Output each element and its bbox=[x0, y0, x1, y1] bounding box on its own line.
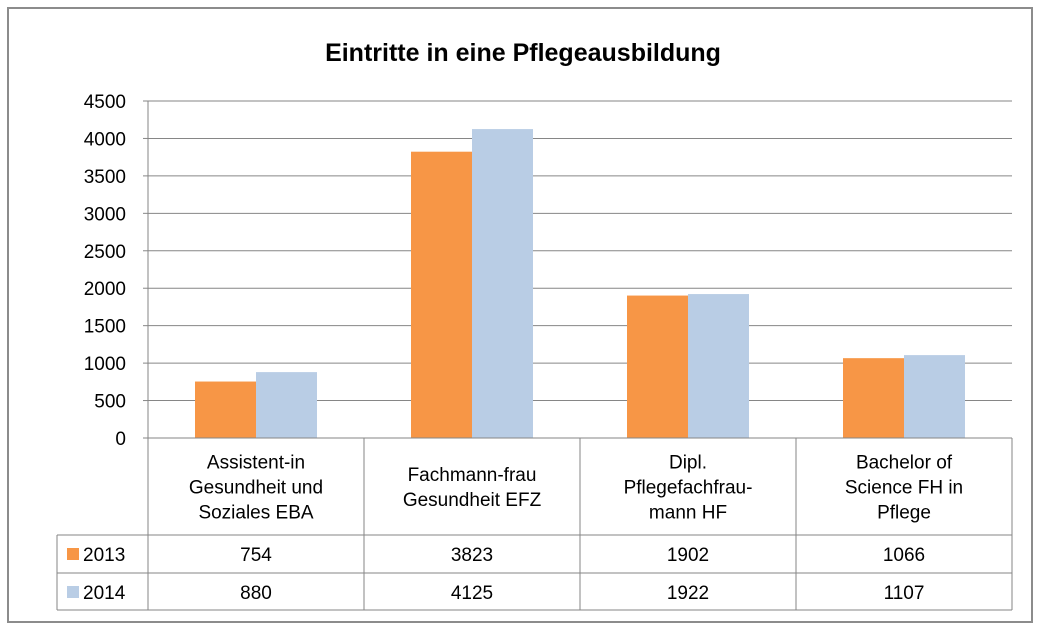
data-label: 1066 bbox=[883, 545, 925, 566]
bars bbox=[195, 129, 965, 439]
data-label: 1922 bbox=[667, 583, 709, 604]
y-tick-label: 3500 bbox=[84, 167, 126, 188]
data-label: 3823 bbox=[451, 545, 493, 566]
legend-key-2014 bbox=[67, 586, 79, 598]
y-tick-label: 0 bbox=[115, 429, 126, 450]
category-label: Assistent-in Gesundheit und Soziales EBA bbox=[189, 453, 323, 524]
legend-key-2013 bbox=[67, 548, 79, 560]
gridlines bbox=[148, 100, 1012, 402]
axes: 0 500 1000 1500 2000 2500 3000 3500 4000 4500 bbox=[84, 92, 149, 450]
y-tick-label: 4500 bbox=[84, 92, 126, 113]
bar-2013 bbox=[843, 358, 904, 438]
data-label: 1107 bbox=[884, 583, 925, 604]
y-tick-label: 1500 bbox=[84, 317, 126, 338]
y-tick-label: 3000 bbox=[84, 204, 126, 225]
data-table: Assistent-in Gesundheit und Soziales EBA Fa… bbox=[56, 437, 1013, 611]
series-label: 2014 bbox=[83, 583, 126, 604]
y-tick-label: 4000 bbox=[84, 129, 126, 150]
category-label: Bachelor of Science FH in Pflege bbox=[845, 453, 963, 524]
data-label: 4125 bbox=[451, 583, 493, 604]
bar-2013 bbox=[411, 151, 472, 439]
bar-2013 bbox=[195, 381, 256, 438]
bar-2014 bbox=[472, 129, 533, 439]
category-label: Fachmann-frau Gesundheit EFZ bbox=[403, 465, 542, 511]
bar-2013 bbox=[627, 295, 688, 438]
bar-2014 bbox=[904, 355, 965, 438]
y-tick-label: 2500 bbox=[84, 242, 126, 263]
data-label: 1902 bbox=[667, 545, 709, 566]
chart-title: Eintritte in eine Pflegeausbildung bbox=[325, 39, 721, 67]
data-label: 880 bbox=[240, 583, 272, 604]
y-tick-label: 1000 bbox=[84, 354, 126, 375]
bar-2014 bbox=[688, 294, 749, 438]
y-tick-label: 2000 bbox=[84, 279, 126, 300]
y-tick-label: 500 bbox=[94, 392, 126, 413]
category-label: Dipl. Pflegefachfrau-mann HF bbox=[624, 453, 753, 524]
bar-2014 bbox=[256, 372, 317, 438]
data-label: 754 bbox=[240, 545, 272, 566]
series-label: 2013 bbox=[83, 545, 125, 566]
